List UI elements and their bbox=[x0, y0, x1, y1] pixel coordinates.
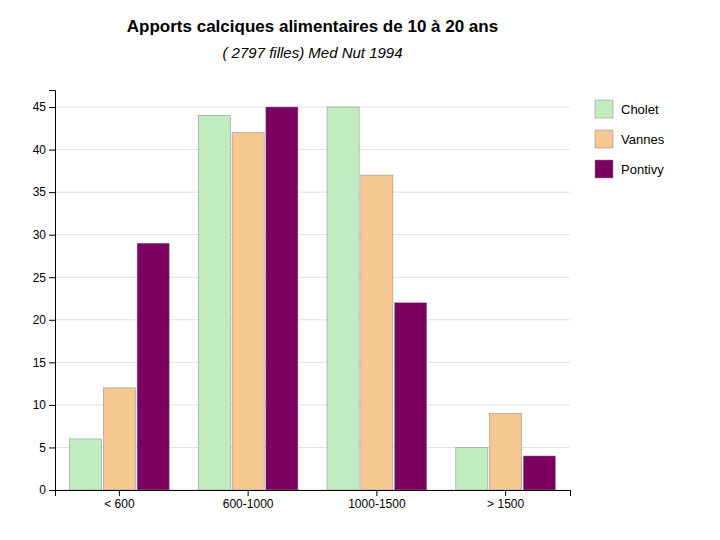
bar bbox=[70, 439, 102, 490]
y-tick-label: 5 bbox=[39, 441, 46, 455]
legend-swatch bbox=[595, 100, 613, 118]
grid bbox=[55, 107, 570, 490]
x-tick-label: 1000-1500 bbox=[348, 497, 406, 511]
chart-container: Apports calciques alimentaires de 10 à 2… bbox=[0, 0, 720, 540]
bar bbox=[490, 413, 522, 490]
y-tick-mark bbox=[49, 277, 55, 278]
legend-item: Pontivy bbox=[595, 160, 664, 178]
y-tick-mark bbox=[49, 320, 55, 321]
legend: Cholet Vannes Pontivy bbox=[595, 100, 665, 178]
legend-item: Vannes bbox=[595, 130, 665, 148]
y-tick-label: 35 bbox=[33, 185, 47, 199]
x-tick-mark bbox=[248, 490, 249, 496]
y-tick-label: 25 bbox=[33, 271, 47, 285]
chart-subtitle: ( 2797 filles) Med Nut 1994 bbox=[222, 44, 402, 61]
grid-line bbox=[55, 234, 570, 235]
x-tick-label: > 1500 bbox=[487, 497, 524, 511]
y-tick: 30 bbox=[33, 228, 55, 242]
bar bbox=[232, 133, 264, 490]
legend-swatch bbox=[595, 160, 613, 178]
x-tick-mark bbox=[376, 490, 377, 496]
y-tick: 45 bbox=[33, 100, 55, 114]
y-tick: 15 bbox=[33, 356, 55, 370]
bar bbox=[137, 243, 169, 490]
y-tick: 25 bbox=[33, 271, 55, 285]
grid-line bbox=[55, 319, 570, 320]
y-tick: 20 bbox=[33, 313, 55, 327]
x-tick: < 600 bbox=[104, 490, 135, 511]
y-tick-label: 30 bbox=[33, 228, 47, 242]
bars bbox=[70, 107, 556, 490]
y-tick: 0 bbox=[39, 483, 55, 497]
plot-area: < 600 600-1000 1000-1500 > 1500 0 5 10 15 20 25 30… bbox=[33, 91, 571, 511]
bar bbox=[266, 107, 298, 490]
grid-line bbox=[55, 192, 570, 193]
grid-line bbox=[55, 362, 570, 363]
bar bbox=[395, 303, 427, 490]
y-tick-mark bbox=[49, 192, 55, 193]
y-tick-mark bbox=[49, 362, 55, 363]
bar-series bbox=[103, 133, 521, 490]
y-tick-mark bbox=[49, 107, 55, 108]
legend-swatch bbox=[595, 130, 613, 148]
grid-line bbox=[55, 149, 570, 150]
x-tick-mark bbox=[505, 490, 506, 496]
legend-label: Pontivy bbox=[621, 162, 664, 177]
x-tick: > 1500 bbox=[487, 490, 524, 511]
x-axis: < 600 600-1000 1000-1500 > 1500 bbox=[56, 490, 571, 511]
y-tick-mark bbox=[49, 235, 55, 236]
y-tick: 40 bbox=[33, 143, 55, 157]
bar bbox=[361, 175, 393, 490]
bar-series bbox=[137, 107, 555, 490]
bar bbox=[327, 107, 359, 490]
legend-label: Vannes bbox=[621, 132, 665, 147]
axis-domain bbox=[56, 491, 571, 497]
y-tick-mark bbox=[49, 150, 55, 151]
chart-svg: Apports calciques alimentaires de 10 à 2… bbox=[0, 0, 720, 540]
y-tick-mark bbox=[49, 405, 55, 406]
legend-item: Cholet bbox=[595, 100, 659, 118]
x-tick: 600-1000 bbox=[223, 490, 274, 511]
y-tick-label: 45 bbox=[33, 100, 47, 114]
y-tick-label: 20 bbox=[33, 313, 47, 327]
legend-label: Cholet bbox=[621, 102, 659, 117]
y-axis: 0 5 10 15 20 25 30 35 40 45 bbox=[33, 91, 56, 498]
y-tick-label: 10 bbox=[33, 398, 47, 412]
y-tick-label: 15 bbox=[33, 356, 47, 370]
y-tick-label: 40 bbox=[33, 143, 47, 157]
x-tick: 1000-1500 bbox=[348, 490, 406, 511]
grid-line bbox=[55, 277, 570, 278]
bar-series bbox=[70, 107, 488, 490]
axis-domain bbox=[49, 91, 56, 491]
bar bbox=[103, 388, 135, 490]
y-tick: 10 bbox=[33, 398, 55, 412]
y-tick: 5 bbox=[39, 441, 55, 455]
x-tick-mark bbox=[119, 490, 120, 496]
y-tick-mark bbox=[49, 490, 55, 491]
y-tick: 35 bbox=[33, 185, 55, 199]
y-tick-label: 0 bbox=[39, 483, 46, 497]
y-tick-mark bbox=[49, 447, 55, 448]
chart-title: Apports calciques alimentaires de 10 à 2… bbox=[127, 17, 498, 36]
bar bbox=[523, 456, 555, 490]
bar bbox=[456, 447, 488, 490]
x-tick-label: 600-1000 bbox=[223, 497, 274, 511]
bar bbox=[198, 116, 230, 490]
x-tick-label: < 600 bbox=[104, 497, 135, 511]
grid-line bbox=[55, 107, 570, 108]
